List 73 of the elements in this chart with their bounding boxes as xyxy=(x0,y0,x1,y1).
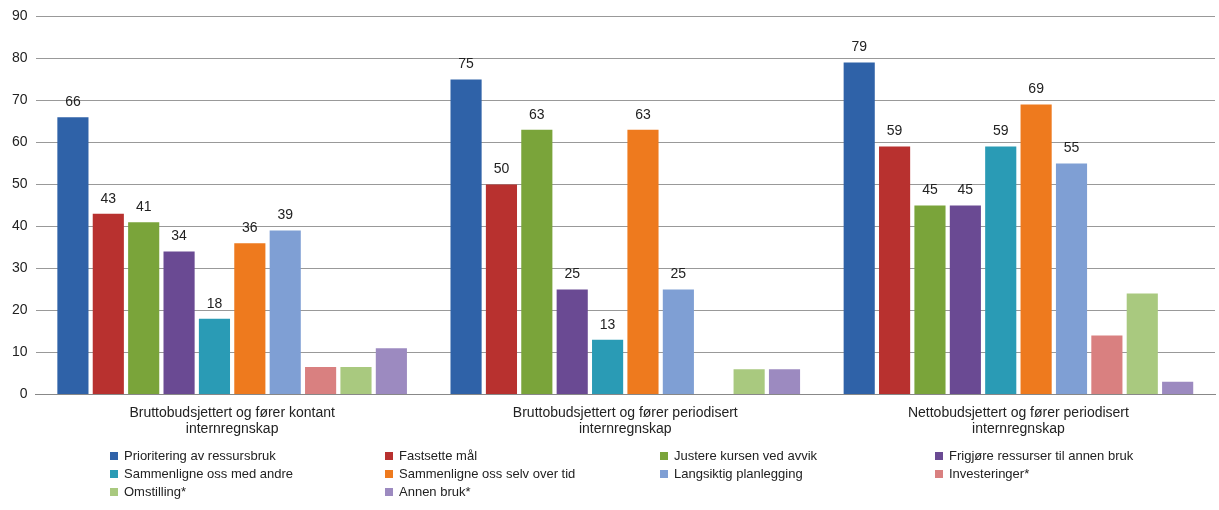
bar xyxy=(843,62,875,394)
bar xyxy=(485,184,518,394)
x-tick-label: Nettobudsjettert og fører periodisert internregnskap xyxy=(907,403,1130,437)
y-tick-label: 50 xyxy=(11,175,28,192)
y-tick-label: 20 xyxy=(11,301,28,318)
bar xyxy=(592,339,624,394)
bar xyxy=(92,213,124,394)
y-tick-label: 10 xyxy=(11,343,28,360)
legend-label: Sammenligne oss med andre xyxy=(124,466,294,481)
data-label: 36 xyxy=(242,219,258,236)
legend-label: Annen bruk* xyxy=(399,484,471,499)
data-label: 45 xyxy=(957,181,974,198)
data-label: 59 xyxy=(886,122,903,139)
y-tick-label: 70 xyxy=(11,91,28,108)
bar xyxy=(234,243,266,394)
data-label: 18 xyxy=(206,294,223,311)
bar xyxy=(914,205,946,394)
data-label: 25 xyxy=(670,265,687,282)
bar xyxy=(163,251,195,394)
bar xyxy=(768,369,801,394)
bar xyxy=(1091,335,1123,394)
legend-label: Fastsette mål xyxy=(399,448,478,463)
legend-label: Prioritering av ressursbruk xyxy=(124,448,276,463)
data-label: 55 xyxy=(1063,139,1080,156)
bar xyxy=(662,289,694,394)
data-label: 45 xyxy=(922,181,938,198)
bar xyxy=(1162,381,1194,394)
bar xyxy=(879,146,911,394)
data-label: 13 xyxy=(599,315,616,332)
legend-label: Frigjøre ressurser til annen bruk xyxy=(949,448,1134,463)
legend-label: Sammenligne oss selv over tid xyxy=(399,466,576,481)
bar xyxy=(269,230,301,394)
bar xyxy=(949,205,981,394)
y-tick-label: 0 xyxy=(19,385,28,402)
legend-label: Justere kursen ved avvik xyxy=(674,448,818,463)
legend-label: Langsiktig planlegging xyxy=(674,466,803,481)
x-tick-label: Bruttobudsjettert og fører kontant internregnskap xyxy=(129,403,335,437)
bar xyxy=(450,79,482,394)
y-tick-label: 80 xyxy=(11,49,28,66)
bar xyxy=(556,289,588,394)
y-tick-label: 40 xyxy=(11,217,28,234)
y-tick-label: 90 xyxy=(11,7,28,24)
data-label: 63 xyxy=(635,105,651,122)
bar xyxy=(1055,163,1088,394)
bar xyxy=(375,348,407,394)
data-label: 50 xyxy=(493,160,510,177)
data-label: 63 xyxy=(529,105,545,122)
y-tick-label: 30 xyxy=(11,259,28,276)
bar xyxy=(340,367,372,394)
data-label: 25 xyxy=(564,265,581,282)
data-label: 43 xyxy=(100,189,117,206)
bar xyxy=(521,129,553,394)
bar xyxy=(128,222,160,394)
data-label: 69 xyxy=(1028,80,1045,97)
data-label: 75 xyxy=(458,55,475,72)
legend-label: Omstilling* xyxy=(124,484,187,499)
data-label: 79 xyxy=(851,38,868,55)
bar xyxy=(627,129,659,394)
data-label: 59 xyxy=(992,122,1009,139)
bar xyxy=(198,318,231,394)
legend-label: Investeringer* xyxy=(949,466,1030,481)
x-tick-label: Bruttobudsjettert og fører periodisert internregnskap xyxy=(512,403,738,437)
bar xyxy=(985,146,1017,394)
bar xyxy=(1126,293,1158,394)
data-label: 34 xyxy=(171,227,188,244)
data-label: 41 xyxy=(135,198,152,215)
y-tick-label: 60 xyxy=(11,133,28,150)
bar xyxy=(57,117,89,394)
data-label: 39 xyxy=(277,206,294,223)
bar xyxy=(305,367,337,394)
bar xyxy=(1020,104,1052,394)
bar xyxy=(733,369,765,394)
data-label: 66 xyxy=(65,93,81,110)
